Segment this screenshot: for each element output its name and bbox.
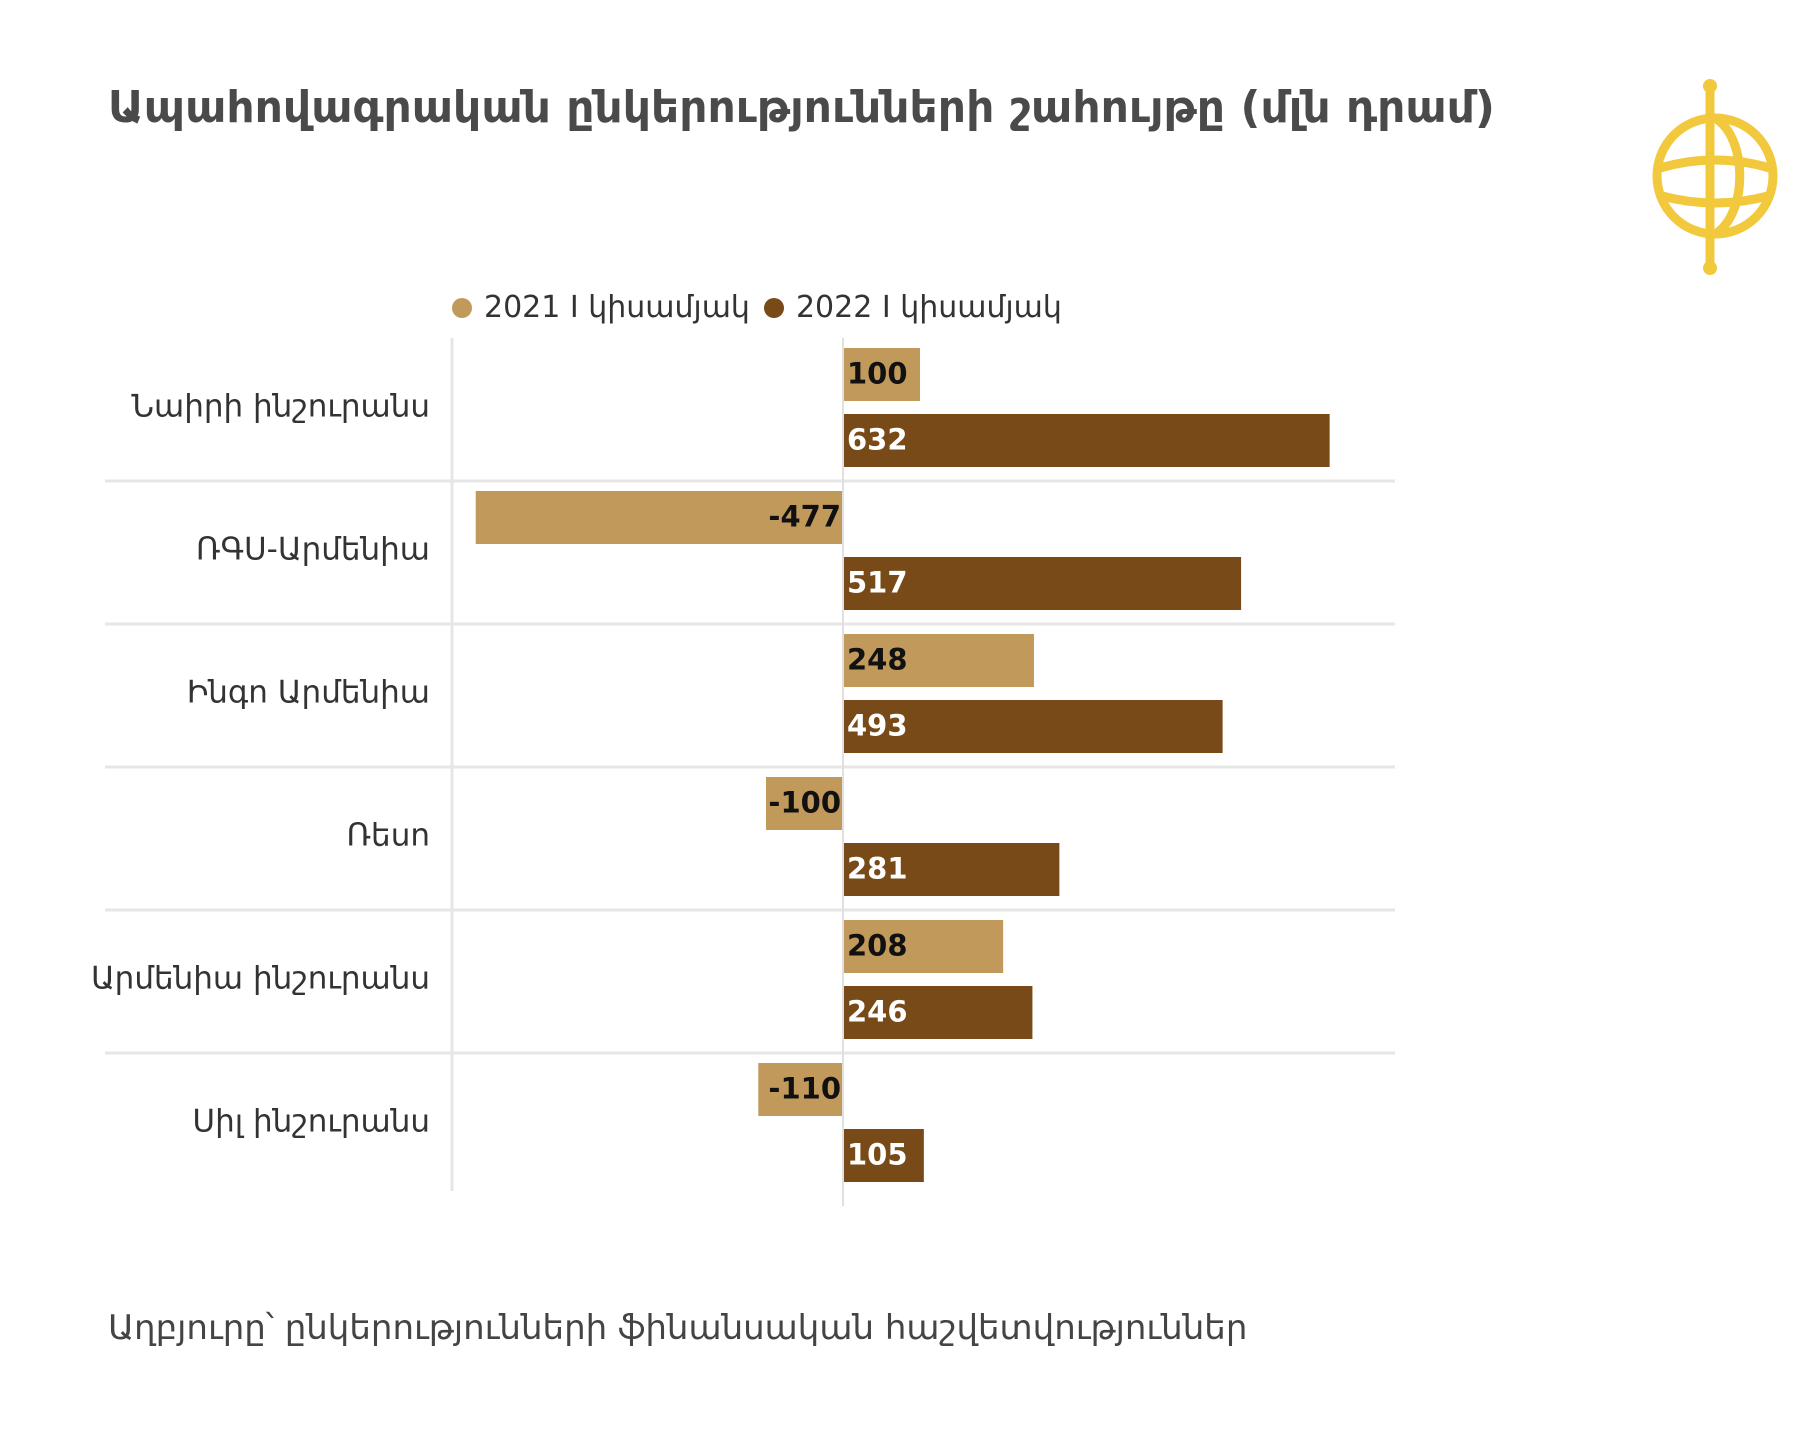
data-label: 517 (847, 566, 908, 600)
source-note: Աղբյուրը՝ ընկերությունների ֆինանսական հա… (108, 1308, 1248, 1348)
bar-2022 (843, 843, 1060, 896)
category-label: Նաիրի ինշուրանս (131, 389, 430, 425)
category-label: ՌԳՍ-Արմենիա (196, 532, 430, 568)
data-label: 493 (847, 709, 908, 743)
bar-2022 (843, 1129, 924, 1182)
data-label: -110 (768, 1072, 841, 1106)
bar-2022 (843, 557, 1242, 610)
data-label: 208 (847, 929, 908, 963)
data-label: 248 (847, 643, 908, 677)
legend-label-2022: 2022 I կիսամյակ (795, 290, 1062, 325)
bar-2022 (843, 700, 1223, 753)
data-label: 105 (847, 1138, 908, 1172)
data-label: 100 (847, 357, 908, 391)
bar-2022 (843, 986, 1033, 1039)
legend-swatch-2022 (763, 297, 784, 318)
chart-title: Ապահովագրական ընկերությունների շահույթը … (108, 82, 1496, 133)
data-label: 246 (847, 995, 908, 1029)
data-label: -477 (768, 500, 841, 534)
legend-label-2021: 2021 I կիսամյակ (484, 290, 750, 325)
category-label: Ռեսո (347, 818, 430, 854)
bar-2021 (475, 491, 843, 544)
category-label: Սիլ ինշուրանս (192, 1104, 430, 1140)
bar-2021 (843, 634, 1034, 687)
chart-legend: 2021 I կիսամյակ 2022 I կիսամյակ (452, 290, 1076, 325)
bar-2021 (843, 348, 920, 401)
bar-2021 (766, 777, 843, 830)
legend-item-2022: 2022 I կիսամյակ (763, 290, 1062, 325)
category-label: Ինգո Արմենիա (187, 675, 430, 711)
bar-2022 (843, 414, 1330, 467)
bar-2021 (843, 920, 1004, 973)
data-label: -100 (768, 786, 841, 820)
data-label: 632 (847, 423, 908, 457)
legend-swatch-2021 (452, 297, 472, 318)
data-label: 281 (847, 852, 908, 886)
globe-microphone-logo-icon (1650, 76, 1780, 280)
legend-item-2021: 2021 I կիսամյակ (452, 290, 750, 325)
category-label: Արմենիա ինշուրանս (91, 961, 430, 997)
bar-2021 (758, 1063, 843, 1116)
